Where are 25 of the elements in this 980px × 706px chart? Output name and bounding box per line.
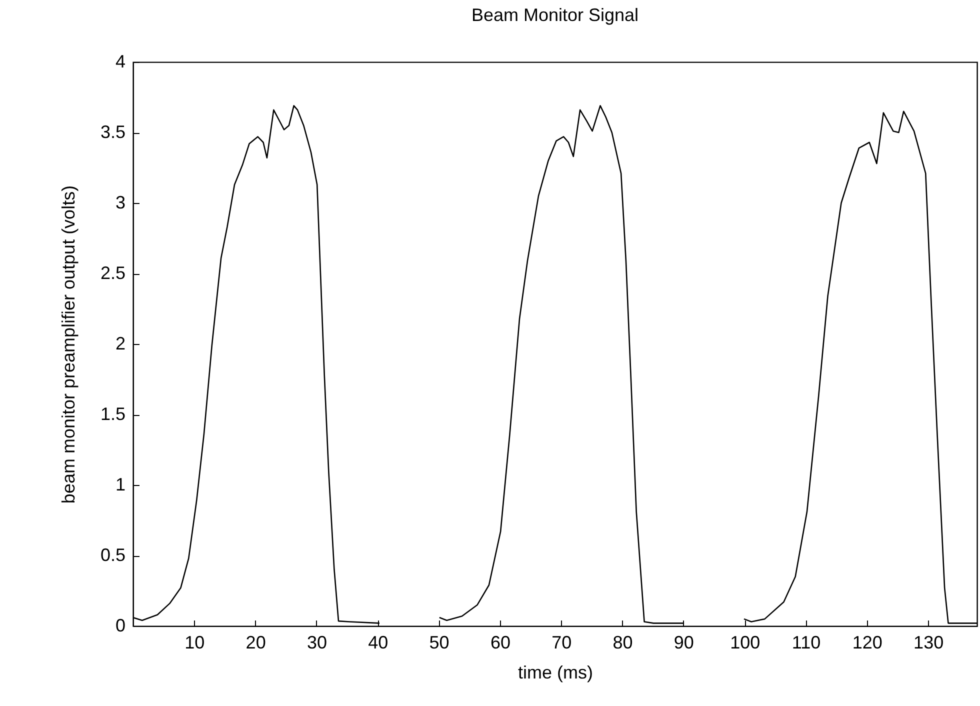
y-tick-label: 3.5 [100, 122, 126, 142]
x-tick-label: 30 [306, 632, 327, 652]
y-axis-title: beam monitor preamplifier output (volts) [58, 185, 78, 504]
y-tick-label: 0.5 [100, 545, 126, 565]
x-tick-label: 120 [852, 632, 882, 652]
x-tick-label: 50 [429, 632, 450, 652]
x-tick-label: 60 [490, 632, 510, 652]
x-tick-label: 80 [612, 632, 633, 652]
y-tick-label: 4 [115, 52, 126, 72]
x-tick-label: 10 [184, 632, 205, 652]
x-tick-label: 130 [914, 632, 944, 652]
y-tick-label: 1.5 [100, 404, 126, 424]
x-tick-label: 40 [368, 632, 388, 652]
x-tick-label: 90 [674, 632, 694, 652]
y-tick-label: 2 [115, 334, 126, 354]
x-tick-label: 20 [246, 632, 266, 652]
chart-title: Beam Monitor Signal [471, 5, 639, 25]
x-tick-label: 70 [552, 632, 572, 652]
x-tick-label: 110 [792, 632, 821, 652]
x-axis-title: time (ms) [518, 662, 593, 682]
y-tick-label: 3 [115, 192, 126, 212]
y-tick-label: 2.5 [100, 263, 126, 283]
y-tick-label: 1 [115, 474, 126, 494]
x-tick-label: 100 [730, 632, 760, 652]
y-tick-label: 0 [115, 616, 126, 636]
